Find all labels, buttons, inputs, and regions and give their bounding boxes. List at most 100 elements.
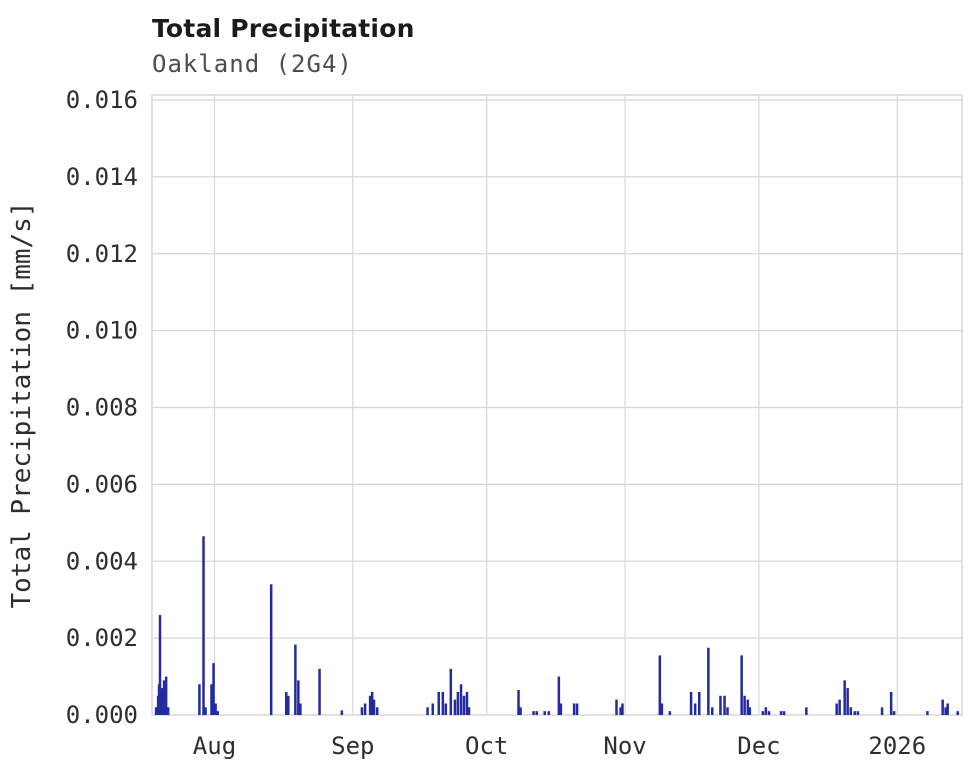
precip-bar <box>318 668 321 716</box>
precip-bar <box>517 690 520 715</box>
plot-area <box>152 95 962 715</box>
precip-bar <box>658 655 662 715</box>
y-tick-label: 0.010 <box>66 317 138 345</box>
precip-bar <box>575 703 579 715</box>
x-tick-label: Dec <box>737 732 780 760</box>
y-tick-label: 0.012 <box>66 240 138 268</box>
precip-bar <box>216 711 219 715</box>
plot-border <box>151 94 963 716</box>
chart-plot-group: 0.000 0.002 0.004 0.006 0.008 0.010 0.012 0.014… <box>66 86 963 760</box>
precip-bar <box>368 695 372 715</box>
precip-bar <box>707 647 710 715</box>
precip-bar <box>160 688 164 715</box>
precip-bar <box>547 711 551 715</box>
precip-bar <box>698 691 701 715</box>
precip-bar <box>297 680 300 715</box>
precip-bar <box>743 695 746 715</box>
precip-bar <box>761 711 765 715</box>
precip-bar <box>299 703 302 715</box>
y-tick-label: 0.000 <box>66 701 138 729</box>
y-axis-label: Total Precipitation [mm/s] <box>7 202 37 609</box>
precip-bar <box>154 707 158 715</box>
precip-bar <box>846 688 849 715</box>
precip-bar <box>467 707 471 715</box>
precip-bar <box>535 711 538 715</box>
precip-bar <box>212 663 215 715</box>
precip-bar <box>767 711 771 715</box>
precip-bar <box>166 707 170 715</box>
precip-bar <box>162 680 166 715</box>
precip-bar <box>285 691 288 715</box>
precip-bar <box>363 703 367 715</box>
precip-bar <box>941 699 944 716</box>
precip-bar <box>437 691 440 715</box>
precip-bar <box>559 703 563 715</box>
precip-bar <box>198 684 201 715</box>
precip-bar <box>849 707 853 715</box>
precip-bar <box>340 710 344 715</box>
x-tick-label: Aug <box>193 732 236 760</box>
chart-title: Total Precipitation <box>152 14 415 43</box>
precip-bar <box>693 703 697 715</box>
precip-bar <box>269 584 273 715</box>
precip-bar <box>557 676 561 715</box>
precip-bar <box>719 695 722 715</box>
precip-bar <box>449 668 453 716</box>
precip-bar <box>453 699 457 716</box>
precip-bar <box>572 703 576 715</box>
precip-bar <box>465 691 469 715</box>
y-tick-label: 0.014 <box>66 163 138 191</box>
precip-bar <box>204 707 207 715</box>
precip-bar <box>462 695 466 715</box>
precip-bar <box>946 703 949 715</box>
precip-bar <box>459 684 463 715</box>
precip-bar <box>294 644 297 715</box>
precip-bar <box>889 691 893 715</box>
precip-bar <box>926 711 929 715</box>
precip-bar <box>853 711 856 715</box>
precip-bar <box>372 699 376 716</box>
precip-bar <box>660 703 664 715</box>
precip-bar <box>944 707 947 715</box>
precip-bar <box>880 707 884 715</box>
precip-bar <box>210 684 213 715</box>
y-tick-label: 0.006 <box>66 470 138 498</box>
precip-bar <box>748 707 752 715</box>
precip-bar <box>287 695 290 715</box>
y-tick-label: 0.008 <box>66 394 138 422</box>
precip-bar <box>615 699 618 716</box>
precip-bar <box>668 711 672 715</box>
x-tick-label: Oct <box>465 732 508 760</box>
precip-bar <box>764 707 768 715</box>
precip-bar <box>835 703 838 715</box>
x-tick-label: Nov <box>603 732 646 760</box>
precip-bar <box>519 707 522 715</box>
precip-bar <box>426 707 429 715</box>
precip-bar <box>456 691 460 715</box>
precip-bar <box>202 536 205 715</box>
precip-bar <box>164 676 168 715</box>
chart-subtitle: Oakland (2G4) <box>152 50 353 78</box>
precip-bar <box>360 707 364 715</box>
precip-bar <box>779 711 783 715</box>
x-tick-label: Sep <box>331 732 374 760</box>
precip-bar <box>441 691 445 715</box>
precip-bar <box>532 711 535 715</box>
precip-bar <box>843 680 846 715</box>
precip-bar <box>711 707 714 715</box>
precip-bar <box>892 711 896 715</box>
precip-bar <box>740 655 743 715</box>
precip-bar <box>746 699 750 716</box>
precip-bar <box>726 707 729 715</box>
precip-bar <box>856 711 860 715</box>
precip-bar <box>782 711 786 715</box>
precip-bar <box>689 691 693 715</box>
precip-bar <box>375 707 379 715</box>
y-tick-label: 0.002 <box>66 624 138 652</box>
y-tick-label: 0.016 <box>66 86 138 114</box>
precip-bar <box>838 699 841 716</box>
precip-bar <box>621 703 624 715</box>
precip-bar <box>158 615 162 715</box>
precip-bar <box>543 711 546 715</box>
